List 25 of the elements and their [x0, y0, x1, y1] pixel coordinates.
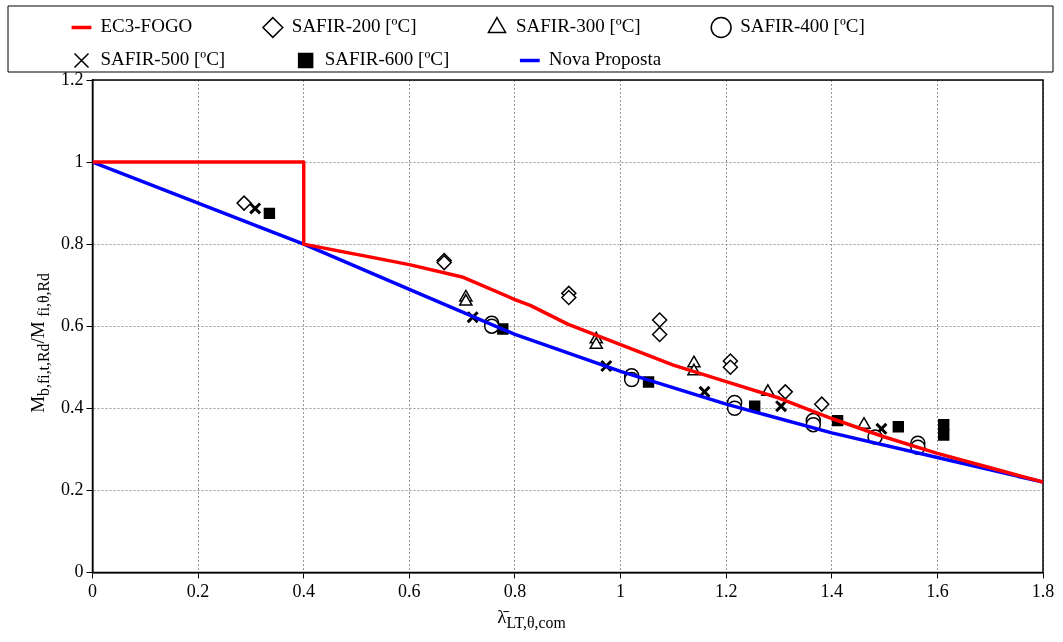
y-tick-label: 0.6 — [61, 314, 84, 335]
x-tick-label: 0.4 — [292, 580, 315, 601]
y-tick-label: 0.2 — [61, 479, 84, 500]
x-tick-label: 0.6 — [398, 580, 421, 601]
y-tick-label: 0.8 — [61, 232, 84, 253]
x-tick-label: 0 — [88, 580, 97, 601]
legend-label: SAFIR-600 [ºC] — [324, 48, 507, 70]
x-tick-label: 1.2 — [714, 580, 738, 601]
x-tick-label: 0.8 — [503, 580, 527, 601]
legend-label: Nova Proposta — [548, 48, 719, 70]
legend-label: EC3-FOGO — [100, 15, 250, 37]
x-axis-title: λ̄$_{LT,θ,com}$ — [496, 606, 567, 632]
x-tick-label: 1.6 — [926, 580, 949, 601]
legend-label: SAFIR-200 [ºC] — [291, 15, 474, 37]
y-tick-label: 1.2 — [61, 68, 84, 89]
x-tick-label: 1.8 — [1031, 580, 1055, 601]
y-tick-label: 0 — [74, 561, 84, 582]
legend-label: SAFIR-400 [ºC] — [740, 15, 922, 37]
y-tick-label: 0.4 — [61, 397, 84, 417]
legend-label: SAFIR-500 [ºC] — [100, 48, 283, 70]
legend-label: SAFIR-300 [ºC] — [515, 15, 698, 37]
x-tick-label: 1.4 — [820, 580, 844, 601]
y-tick-label: 1 — [74, 150, 84, 171]
x-tick-label: 0.2 — [186, 580, 210, 601]
x-tick-label: 1 — [616, 580, 626, 601]
